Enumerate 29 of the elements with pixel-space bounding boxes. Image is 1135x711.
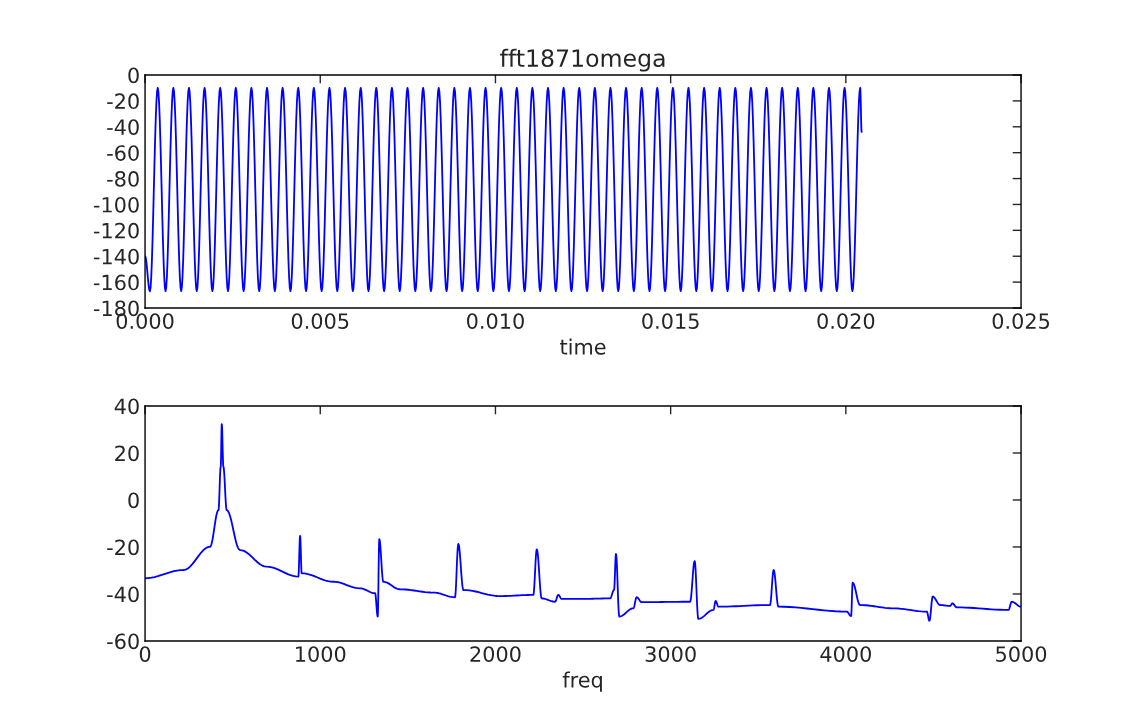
x-tick-label: 0 bbox=[139, 646, 151, 662]
y-tick-label: -160 bbox=[93, 274, 139, 291]
y-tick-label: -100 bbox=[93, 196, 139, 213]
x-tick-label: 4000 bbox=[820, 646, 871, 662]
y-tick-label: 0 bbox=[128, 492, 139, 509]
x-tick-label: 0.010 bbox=[467, 313, 524, 329]
y-tick-label: -60 bbox=[107, 145, 139, 161]
y-tick-label: -20 bbox=[107, 539, 139, 556]
chart-title: fft1871omega bbox=[500, 48, 665, 72]
x-axis-title: freq bbox=[562, 671, 602, 692]
y-tick-label: -20 bbox=[107, 93, 139, 110]
x-tick-label: 1000 bbox=[296, 646, 346, 662]
y-tick-label: -120 bbox=[93, 222, 139, 239]
y-tick-label: 0 bbox=[128, 67, 139, 84]
y-tick-label: 20 bbox=[115, 445, 139, 462]
x-tick-label: 5000 bbox=[996, 646, 1047, 662]
x-tick-label: 3000 bbox=[645, 646, 696, 662]
x-tick-label: 0.025 bbox=[992, 313, 1050, 329]
y-tick-label: -140 bbox=[93, 248, 139, 265]
x-tick-label: 2000 bbox=[470, 646, 521, 662]
y-tick-label: -40 bbox=[107, 119, 139, 135]
y-tick-label: 40 bbox=[114, 398, 139, 415]
x-tick-label: 0.020 bbox=[817, 313, 875, 329]
y-tick-label: -40 bbox=[107, 586, 139, 603]
y-tick-label: -60 bbox=[107, 633, 139, 650]
x-tick-label: 0.005 bbox=[291, 313, 349, 329]
y-tick-label: -80 bbox=[107, 171, 139, 187]
x-tick-label: 0.015 bbox=[642, 313, 699, 329]
x-axis-title: time bbox=[560, 338, 606, 355]
